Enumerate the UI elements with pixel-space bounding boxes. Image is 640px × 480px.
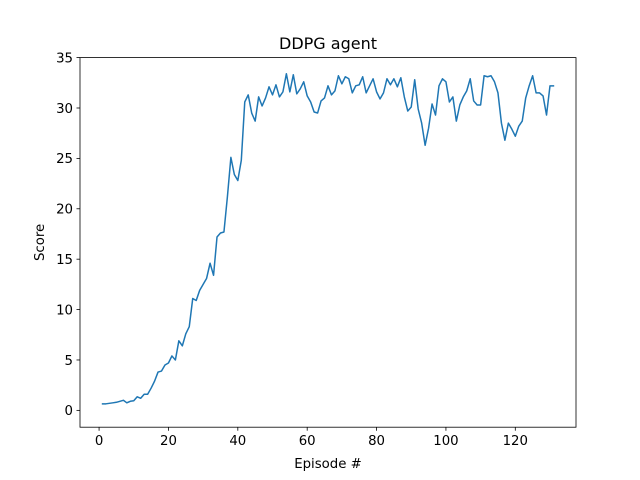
x-tick-label: 60 (299, 434, 316, 449)
x-tick-label: 80 (368, 434, 385, 449)
plot-background (80, 57, 576, 428)
y-tick-label: 10 (56, 303, 73, 318)
y-axis-label: Score (33, 224, 48, 261)
y-tick-label: 15 (56, 253, 73, 268)
x-tick-label: 20 (160, 434, 177, 449)
series-line-0 (101, 72, 555, 405)
y-tick-label: 35 (56, 51, 73, 66)
axes-frame (79, 57, 577, 428)
chart-title: DDPG agent (279, 34, 377, 53)
x-tick-label: 40 (229, 434, 246, 449)
y-tick-label: 25 (56, 152, 73, 167)
y-tick-label: 5 (65, 354, 73, 369)
x-tick-label: 100 (433, 434, 458, 449)
x-tick-label: 0 (95, 434, 103, 449)
y-tick-label: 0 (65, 404, 73, 419)
y-tick-label: 20 (56, 203, 73, 218)
y-tick-label: 30 (56, 102, 73, 117)
x-axis-label: Episode # (294, 457, 362, 472)
x-tick-label: 120 (503, 434, 528, 449)
